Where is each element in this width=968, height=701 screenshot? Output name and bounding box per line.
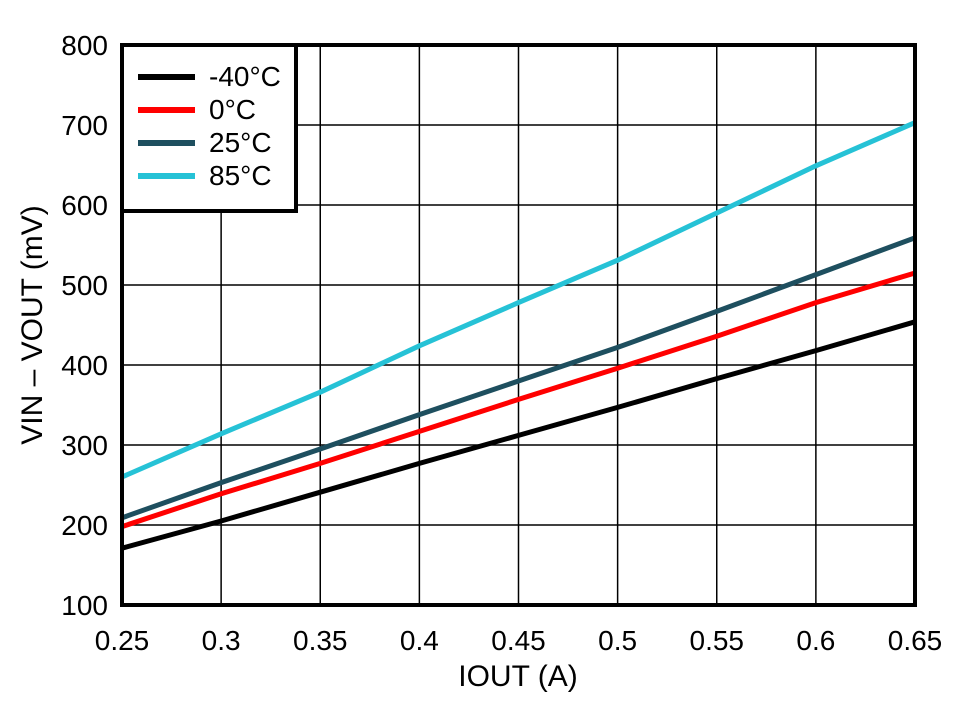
y-tick-label: 300 bbox=[61, 430, 108, 461]
legend: -40°C 0°C 25°C 85°C bbox=[120, 43, 298, 213]
series-line-0°C bbox=[121, 270, 916, 529]
x-axis-label: IOUT (A) bbox=[458, 660, 577, 693]
series-layer bbox=[121, 120, 916, 551]
x-tick-labels: 0.25 0.3 0.35 0.4 0.45 0.5 0.55 0.6 0.65 bbox=[95, 625, 943, 656]
legend-label: 85°C bbox=[209, 159, 272, 191]
legend-label: 0°C bbox=[209, 93, 256, 125]
y-tick-label: 400 bbox=[61, 350, 108, 381]
y-tick-label: 800 bbox=[61, 30, 108, 61]
y-axis-label: VIN – VOUT (mV) bbox=[16, 205, 49, 444]
plot-frame bbox=[120, 43, 917, 607]
x-tick-label: 0.35 bbox=[293, 625, 348, 656]
legend-row: 0°C bbox=[138, 93, 294, 126]
x-tick-label: 0.25 bbox=[95, 625, 150, 656]
y-tick-label: 600 bbox=[61, 190, 108, 221]
y-tick-label: 700 bbox=[61, 110, 108, 141]
legend-row: -40°C bbox=[138, 60, 294, 93]
legend-row: 25°C bbox=[138, 126, 294, 159]
x-tick-label: 0.5 bbox=[598, 625, 637, 656]
series-line--40°C bbox=[121, 319, 916, 551]
legend-swatch-line bbox=[138, 73, 195, 80]
legend-label: -40°C bbox=[209, 60, 281, 92]
x-tick-label: 0.4 bbox=[400, 625, 439, 656]
series-line-85°C bbox=[121, 120, 916, 480]
y-tick-labels: 100 200 300 400 500 600 700 800 bbox=[61, 30, 108, 621]
x-tick-label: 0.6 bbox=[796, 625, 835, 656]
y-tick-label: 200 bbox=[61, 510, 108, 541]
x-tick-label: 0.65 bbox=[888, 625, 943, 656]
y-tick-label: 100 bbox=[61, 590, 108, 621]
y-tick-label: 500 bbox=[61, 270, 108, 301]
legend-label: 25°C bbox=[209, 126, 272, 158]
legend-swatch-line bbox=[138, 172, 195, 179]
legend-row: 85°C bbox=[138, 159, 294, 192]
series-line-25°C bbox=[121, 235, 916, 521]
x-tick-label: 0.55 bbox=[690, 625, 745, 656]
x-tick-label: 0.3 bbox=[202, 625, 241, 656]
legend-swatch-line bbox=[138, 139, 195, 146]
legend-swatch-line bbox=[138, 106, 195, 113]
x-tick-label: 0.45 bbox=[491, 625, 546, 656]
